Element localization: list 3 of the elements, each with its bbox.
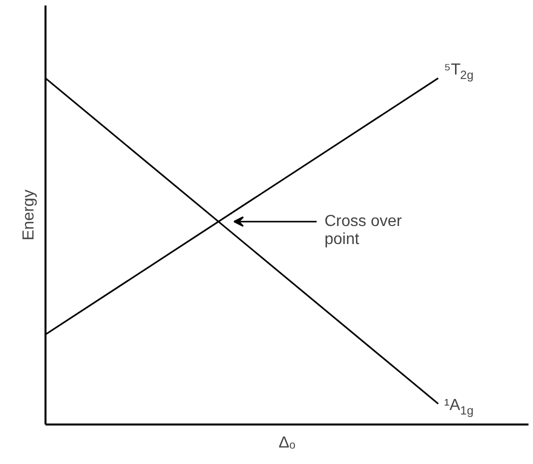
annotation: Cross over point — [324, 213, 403, 248]
y-axis-title: Energy — [20, 190, 38, 240]
x-axis-title: Δₒ — [278, 434, 296, 452]
